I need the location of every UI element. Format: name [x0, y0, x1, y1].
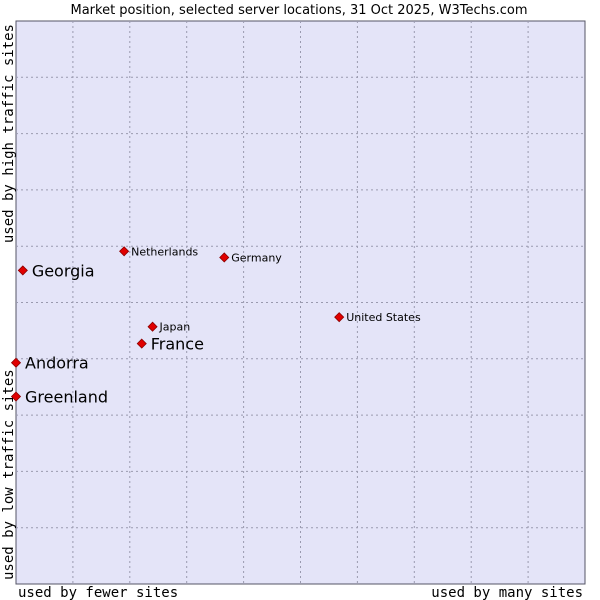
point-marker-japan: [147, 321, 158, 332]
point-marker-united-states: [334, 312, 345, 323]
point-label-greenland: Greenland: [25, 388, 108, 407]
x-axis-label-right: used by many sites: [431, 585, 583, 600]
point-label-andorra: Andorra: [25, 354, 89, 373]
data-points: Netherlands Germany Georgia United States Ja…: [10, 245, 421, 407]
point-marker-georgia: [17, 265, 28, 276]
grid: [16, 21, 585, 584]
chart-title: Market position, selected server locatio…: [70, 3, 527, 18]
x-axis-label-left: used by fewer sites: [18, 585, 178, 600]
point-label-japan: Japan: [159, 321, 191, 334]
point-marker-netherlands: [119, 246, 130, 257]
point-marker-andorra: [10, 357, 22, 368]
point-marker-france: [136, 338, 147, 349]
y-axis-label-bottom: used by low traffic sites: [1, 369, 17, 580]
point-label-georgia: Georgia: [32, 261, 95, 280]
point-label-germany: Germany: [231, 251, 282, 264]
point-label-france: France: [151, 335, 204, 354]
point-label-united-states: United States: [346, 311, 421, 324]
y-axis-label-top: used by high traffic sites: [1, 24, 17, 243]
point-marker-greenland: [10, 391, 22, 402]
point-label-netherlands: Netherlands: [131, 245, 198, 258]
point-marker-germany: [219, 252, 230, 263]
